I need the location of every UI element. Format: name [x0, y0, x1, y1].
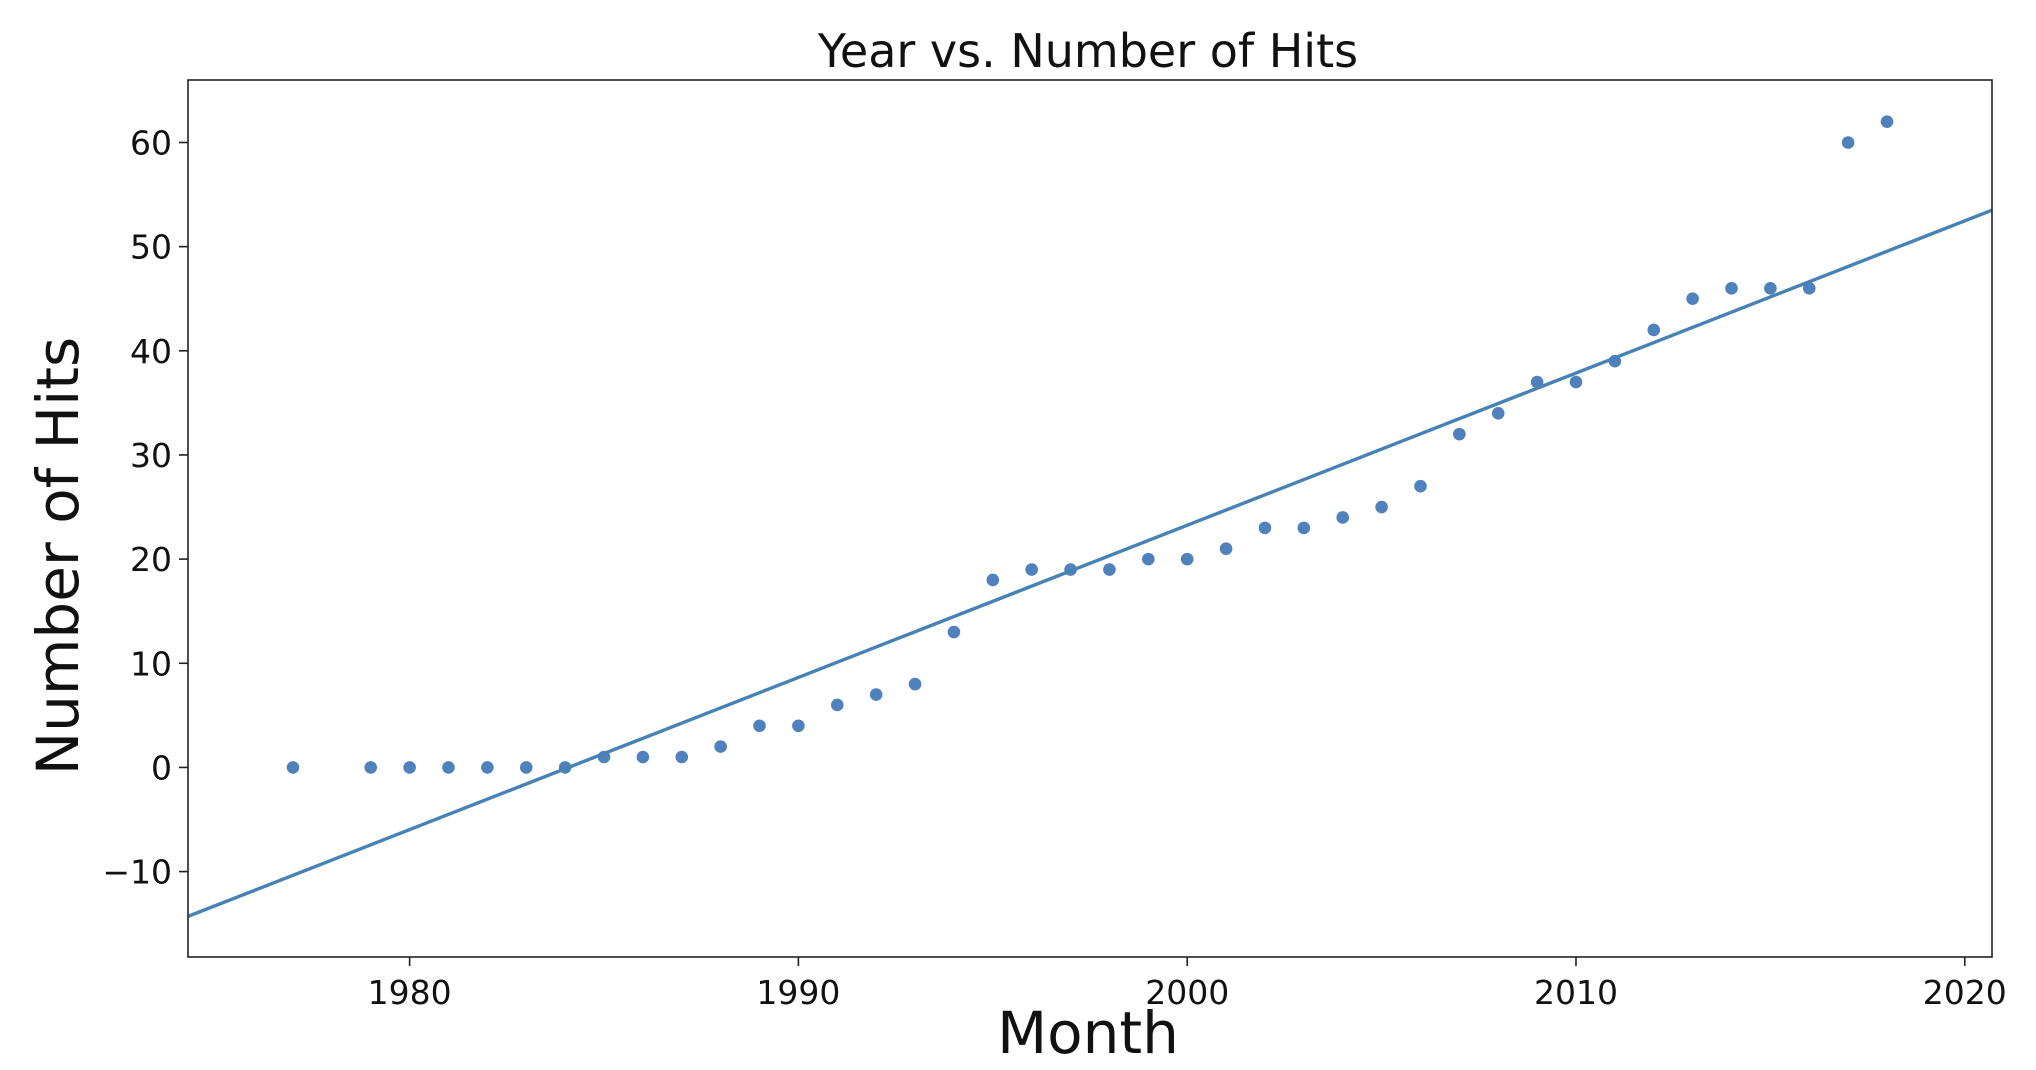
data-point [1530, 375, 1544, 389]
data-point [403, 761, 416, 774]
data-point [1219, 542, 1233, 556]
data-point [714, 740, 727, 753]
data-point [1025, 563, 1038, 576]
data-point [481, 761, 494, 774]
x-axis: 1980 1990 2000 2010 2020 [368, 957, 2007, 1012]
data-point [1103, 563, 1116, 576]
x-tick-label: 1990 [756, 973, 840, 1012]
trend-line [187, 208, 1993, 918]
y-tick-label: −10 [102, 853, 172, 892]
data-point [1764, 282, 1777, 295]
data-point [1802, 282, 1816, 295]
y-axis: −10 0 10 20 30 40 50 60 [102, 123, 188, 892]
x-tick-label: 2000 [1145, 973, 1229, 1012]
data-point [364, 761, 378, 774]
data-point [286, 761, 300, 774]
data-point [1647, 323, 1661, 337]
x-tick-label: 1980 [368, 973, 452, 1012]
y-tick-label: 0 [151, 748, 172, 787]
data-point [519, 761, 533, 774]
data-point [675, 750, 689, 764]
data-point [1258, 521, 1272, 535]
data-point [869, 688, 883, 701]
y-tick-label: 60 [130, 123, 172, 162]
data-point [1841, 136, 1855, 149]
data-point [1180, 552, 1194, 566]
data-point [1569, 375, 1583, 389]
data-point [1297, 521, 1311, 535]
data-point [1375, 500, 1388, 514]
x-tick-label: 2020 [1923, 973, 2007, 1012]
data-point [1142, 552, 1155, 566]
plot-frame [187, 79, 1993, 958]
data-point [908, 677, 922, 691]
data-point [753, 719, 766, 733]
data-point [986, 573, 1000, 587]
data-point [830, 698, 844, 712]
x-tick-label: 2010 [1534, 973, 1618, 1012]
data-point [792, 719, 805, 733]
data-point [1686, 292, 1699, 306]
y-axis-label: Number of Hits [24, 337, 92, 775]
y-tick-label: 20 [130, 540, 172, 579]
x-axis-label: Month [997, 999, 1179, 1067]
y-tick-label: 50 [130, 228, 172, 267]
y-tick-label: 30 [130, 436, 172, 475]
plot-area [187, 115, 1993, 918]
data-point [636, 750, 650, 764]
y-tick-label: 10 [130, 644, 172, 683]
data-point [1414, 479, 1427, 493]
data-point [1491, 407, 1505, 420]
data-point [947, 625, 961, 639]
data-point [1880, 115, 1894, 128]
data-point [1453, 427, 1466, 441]
chart-title: Year vs. Number of Hits [817, 24, 1358, 78]
y-tick-label: 40 [130, 332, 172, 371]
data-point [442, 761, 455, 774]
data-point [1336, 511, 1350, 524]
data-point [1725, 282, 1738, 295]
